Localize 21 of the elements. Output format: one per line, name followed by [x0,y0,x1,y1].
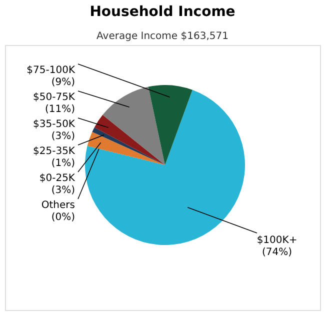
pie-slice [87,132,165,165]
slice-label: $75-100K [26,65,76,76]
data-label: (3%) [51,185,76,196]
data-label: (9%) [51,77,76,88]
pie-slice [94,114,165,165]
data-label: (3%) [51,131,76,142]
pie-slice [85,90,245,245]
category-label: Others [41,200,75,211]
slice-label: $25-35K [33,146,76,157]
chart-title: Household Income [90,4,236,20]
slice-label: $35-50K [33,119,76,130]
slice-label: $50-75K [33,92,76,103]
text: (0%) [51,212,75,223]
slice-label: $100K+ [256,235,298,246]
data-label: (11%) [44,104,76,115]
data-label: (1%) [51,158,76,169]
slice-label: $0-25K [39,173,76,184]
data-label: (74%) [262,247,292,258]
pie-slice [148,85,192,165]
pie-slice [102,86,165,165]
chart-subtitle: Average Income $163,571 [96,31,228,42]
